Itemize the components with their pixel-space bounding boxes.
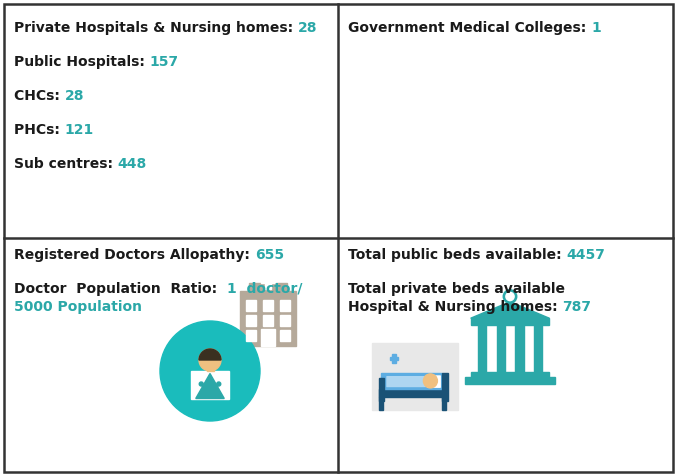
Bar: [378, 388, 445, 397]
Text: 28: 28: [65, 89, 84, 103]
Text: Total public beds available:: Total public beds available:: [348, 248, 567, 262]
Wedge shape: [199, 349, 221, 360]
Bar: [280, 315, 290, 327]
Bar: [378, 378, 383, 400]
Bar: [280, 300, 290, 311]
Bar: [191, 371, 229, 398]
Text: CHCs:: CHCs:: [14, 89, 65, 103]
Bar: [246, 300, 256, 311]
Bar: [372, 343, 458, 410]
Text: 1  doctor/: 1 doctor/: [227, 282, 303, 296]
Text: Sub centres:: Sub centres:: [14, 157, 118, 171]
Bar: [261, 277, 275, 284]
Bar: [240, 291, 296, 346]
Polygon shape: [471, 302, 549, 318]
Text: 448: 448: [118, 157, 147, 171]
Circle shape: [199, 349, 221, 371]
Bar: [261, 329, 275, 346]
Text: Doctor  Population  Ratio:: Doctor Population Ratio:: [14, 282, 227, 296]
Bar: [378, 397, 383, 410]
Bar: [471, 371, 549, 377]
Bar: [381, 373, 441, 388]
Text: 5000 Population: 5000 Population: [14, 300, 142, 314]
Text: 655: 655: [255, 248, 284, 262]
Bar: [496, 325, 505, 371]
Text: 1: 1: [591, 21, 601, 35]
Bar: [471, 318, 549, 325]
Text: 4457: 4457: [567, 248, 605, 262]
Bar: [265, 271, 271, 289]
Bar: [515, 325, 523, 371]
Text: Public Hospitals:: Public Hospitals:: [14, 55, 150, 69]
Bar: [206, 360, 213, 371]
Circle shape: [503, 290, 517, 303]
Bar: [478, 325, 486, 371]
Text: 787: 787: [563, 300, 592, 314]
Circle shape: [423, 374, 437, 388]
Bar: [280, 330, 290, 341]
Bar: [263, 300, 274, 311]
Bar: [390, 357, 398, 360]
Text: Total private beds available: Total private beds available: [348, 282, 565, 296]
Bar: [263, 330, 274, 341]
Text: Registered Doctors Allopathy:: Registered Doctors Allopathy:: [14, 248, 255, 262]
Bar: [263, 315, 274, 327]
Circle shape: [217, 382, 221, 386]
Bar: [392, 354, 395, 363]
Bar: [441, 397, 445, 410]
FancyBboxPatch shape: [387, 377, 426, 387]
Text: 157: 157: [150, 55, 179, 69]
Text: Private Hospitals & Nursing homes:: Private Hospitals & Nursing homes:: [14, 21, 298, 35]
Text: Hospital & Nursing homes:: Hospital & Nursing homes:: [348, 300, 563, 314]
Text: Government Medical Colleges:: Government Medical Colleges:: [348, 21, 591, 35]
Circle shape: [199, 382, 203, 386]
Bar: [441, 373, 448, 400]
Text: PHCs:: PHCs:: [14, 123, 65, 137]
Bar: [465, 377, 555, 384]
Bar: [534, 325, 542, 371]
Text: 121: 121: [65, 123, 94, 137]
FancyBboxPatch shape: [428, 376, 440, 387]
Circle shape: [160, 321, 260, 421]
Bar: [246, 330, 256, 341]
Bar: [248, 283, 287, 291]
Bar: [246, 315, 256, 327]
Polygon shape: [196, 374, 224, 398]
Text: 28: 28: [298, 21, 318, 35]
Circle shape: [506, 292, 514, 301]
